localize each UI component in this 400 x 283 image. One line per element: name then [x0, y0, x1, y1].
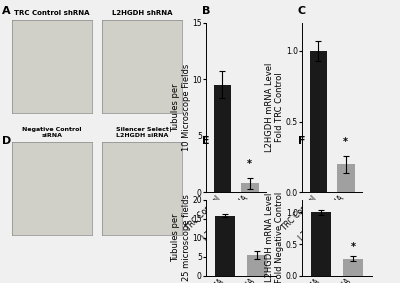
Y-axis label: L2HGDH mRNA Level
Fold TRC Control: L2HGDH mRNA Level Fold TRC Control [265, 63, 284, 152]
Text: L2HGDH shRNA: L2HGDH shRNA [112, 10, 172, 16]
Y-axis label: Tubules per
25 microscope fields: Tubules per 25 microscope fields [172, 194, 191, 281]
Bar [246, 255, 267, 276]
Text: B: B [202, 6, 210, 16]
Bar [215, 216, 236, 276]
Y-axis label: L2HGDH mRNA Level
Fold Negative Control: L2HGDH mRNA Level Fold Negative Control [265, 192, 284, 283]
Text: TRC Control shRNA: TRC Control shRNA [14, 10, 90, 16]
Bar [342, 259, 363, 276]
Text: C: C [298, 6, 306, 16]
Text: A: A [2, 6, 11, 16]
Bar [310, 51, 327, 192]
Text: *: * [350, 242, 356, 252]
Text: Silencer Select
L2HGDH siRNA: Silencer Select L2HGDH siRNA [116, 127, 168, 138]
Bar [214, 85, 231, 192]
Bar [311, 212, 332, 276]
Bar [337, 164, 354, 192]
Text: F: F [298, 136, 306, 146]
Text: Negative Control
siRNA: Negative Control siRNA [22, 127, 82, 138]
Text: *: * [343, 137, 348, 147]
Y-axis label: Tubules per
10 Microscope Fields: Tubules per 10 Microscope Fields [172, 64, 191, 151]
Text: *: * [247, 159, 252, 169]
Text: E: E [202, 136, 210, 146]
Bar [241, 183, 258, 192]
Text: D: D [2, 136, 11, 146]
